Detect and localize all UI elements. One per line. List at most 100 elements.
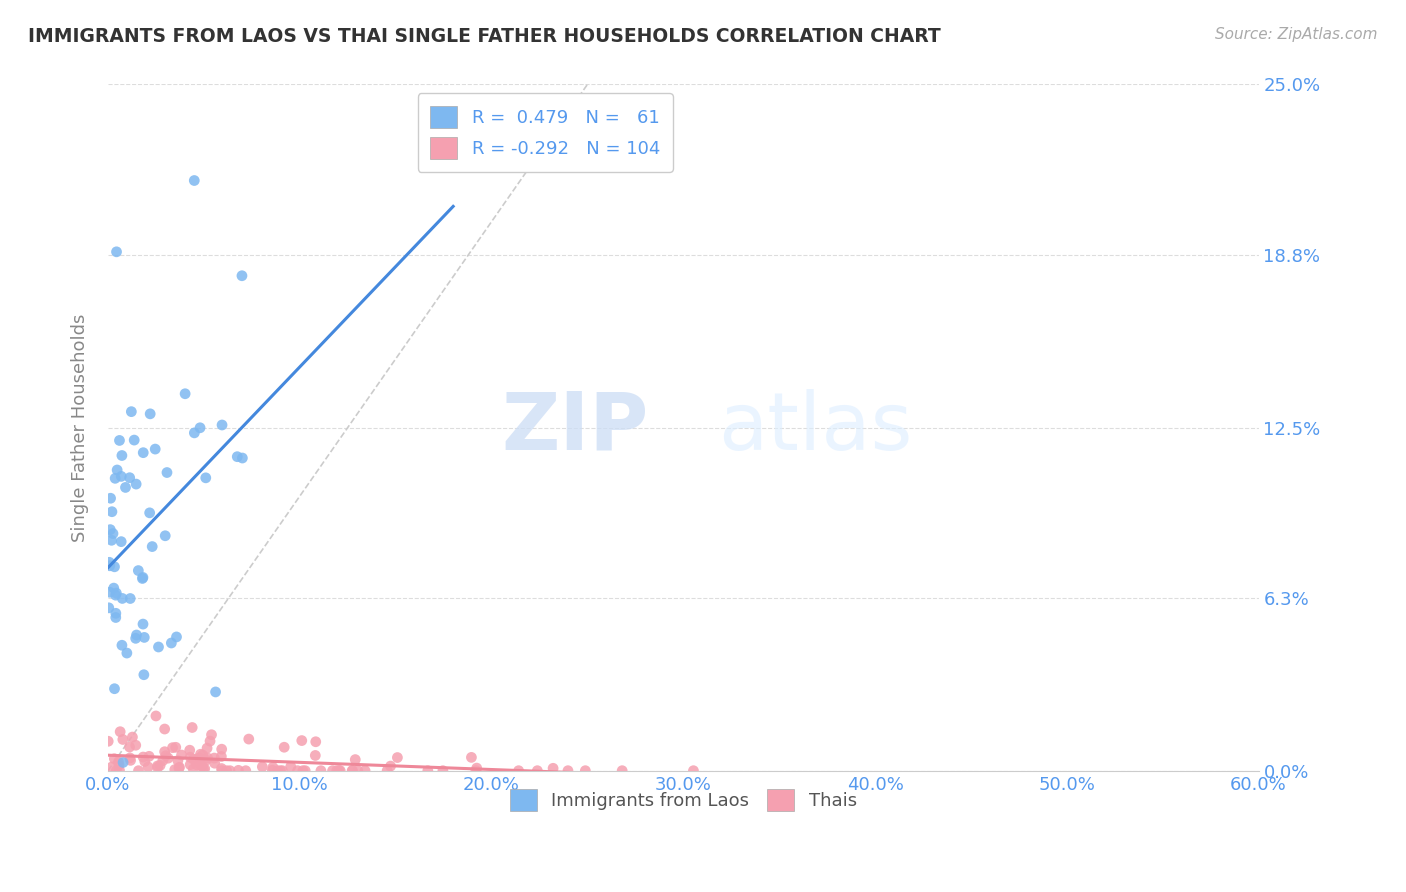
Point: [105, 244, 128, 259]
Point: [238, 732, 260, 747]
Point: [101, 505, 124, 519]
Point: [98, 523, 121, 537]
Point: [105, 463, 128, 477]
Point: [194, 471, 217, 485]
Point: [103, 752, 125, 766]
Point: [139, 407, 162, 421]
Point: [152, 754, 174, 768]
Point: [134, 755, 156, 769]
Point: [354, 764, 377, 778]
Point: [262, 763, 284, 777]
Legend: Immigrants from Laos, Thais: Immigrants from Laos, Thais: [498, 776, 869, 823]
Point: [183, 752, 205, 766]
Point: [132, 667, 155, 681]
Point: [271, 764, 294, 778]
Point: [146, 760, 169, 774]
Point: [146, 759, 169, 773]
Point: [145, 709, 167, 723]
Point: [111, 449, 134, 463]
Point: [149, 758, 172, 772]
Point: [197, 751, 219, 765]
Point: [121, 730, 143, 744]
Point: [170, 747, 193, 762]
Point: [100, 533, 122, 548]
Point: [228, 764, 250, 778]
Point: [193, 762, 215, 776]
Point: [138, 749, 160, 764]
Point: [103, 681, 125, 696]
Point: [153, 745, 176, 759]
Point: [134, 631, 156, 645]
Point: [132, 617, 155, 632]
Point: [682, 764, 704, 778]
Point: [380, 759, 402, 773]
Point: [125, 628, 148, 642]
Point: [231, 268, 253, 283]
Point: [181, 762, 204, 776]
Point: [460, 750, 482, 764]
Point: [98, 555, 121, 569]
Point: [183, 425, 205, 440]
Point: [200, 728, 222, 742]
Point: [153, 722, 176, 736]
Point: [226, 450, 249, 464]
Point: [344, 753, 367, 767]
Point: [110, 534, 132, 549]
Point: [108, 764, 131, 778]
Point: [115, 646, 138, 660]
Point: [131, 572, 153, 586]
Point: [211, 764, 233, 778]
Point: [103, 581, 125, 595]
Point: [309, 764, 332, 778]
Point: [108, 434, 131, 448]
Point: [329, 764, 352, 778]
Y-axis label: Single Father Households: Single Father Households: [72, 313, 89, 541]
Point: [132, 570, 155, 584]
Point: [294, 764, 316, 778]
Point: [112, 756, 135, 770]
Point: [111, 732, 134, 747]
Point: [235, 764, 257, 778]
Point: [167, 754, 190, 768]
Point: [508, 764, 530, 778]
Point: [346, 764, 368, 778]
Point: [541, 761, 564, 775]
Point: [262, 760, 284, 774]
Point: [387, 750, 409, 764]
Point: [231, 450, 253, 465]
Point: [326, 764, 349, 778]
Point: [211, 417, 233, 432]
Point: [136, 760, 159, 774]
Text: atlas: atlas: [718, 389, 912, 467]
Point: [163, 763, 186, 777]
Point: [304, 748, 326, 763]
Point: [291, 764, 314, 778]
Point: [141, 540, 163, 554]
Point: [195, 741, 218, 756]
Point: [98, 558, 121, 573]
Point: [188, 757, 211, 772]
Point: [104, 588, 127, 602]
Point: [125, 477, 148, 491]
Point: [118, 739, 141, 754]
Point: [165, 740, 187, 755]
Point: [287, 764, 309, 778]
Point: [195, 753, 218, 767]
Point: [104, 610, 127, 624]
Point: [198, 734, 221, 748]
Point: [100, 491, 122, 506]
Point: [291, 733, 314, 747]
Point: [204, 685, 226, 699]
Point: [181, 721, 204, 735]
Point: [204, 756, 226, 771]
Point: [118, 751, 141, 765]
Point: [194, 762, 217, 776]
Point: [125, 738, 148, 752]
Point: [179, 757, 201, 772]
Point: [120, 404, 142, 418]
Point: [132, 445, 155, 459]
Point: [120, 591, 142, 606]
Point: [111, 591, 134, 606]
Point: [104, 607, 127, 621]
Point: [557, 764, 579, 778]
